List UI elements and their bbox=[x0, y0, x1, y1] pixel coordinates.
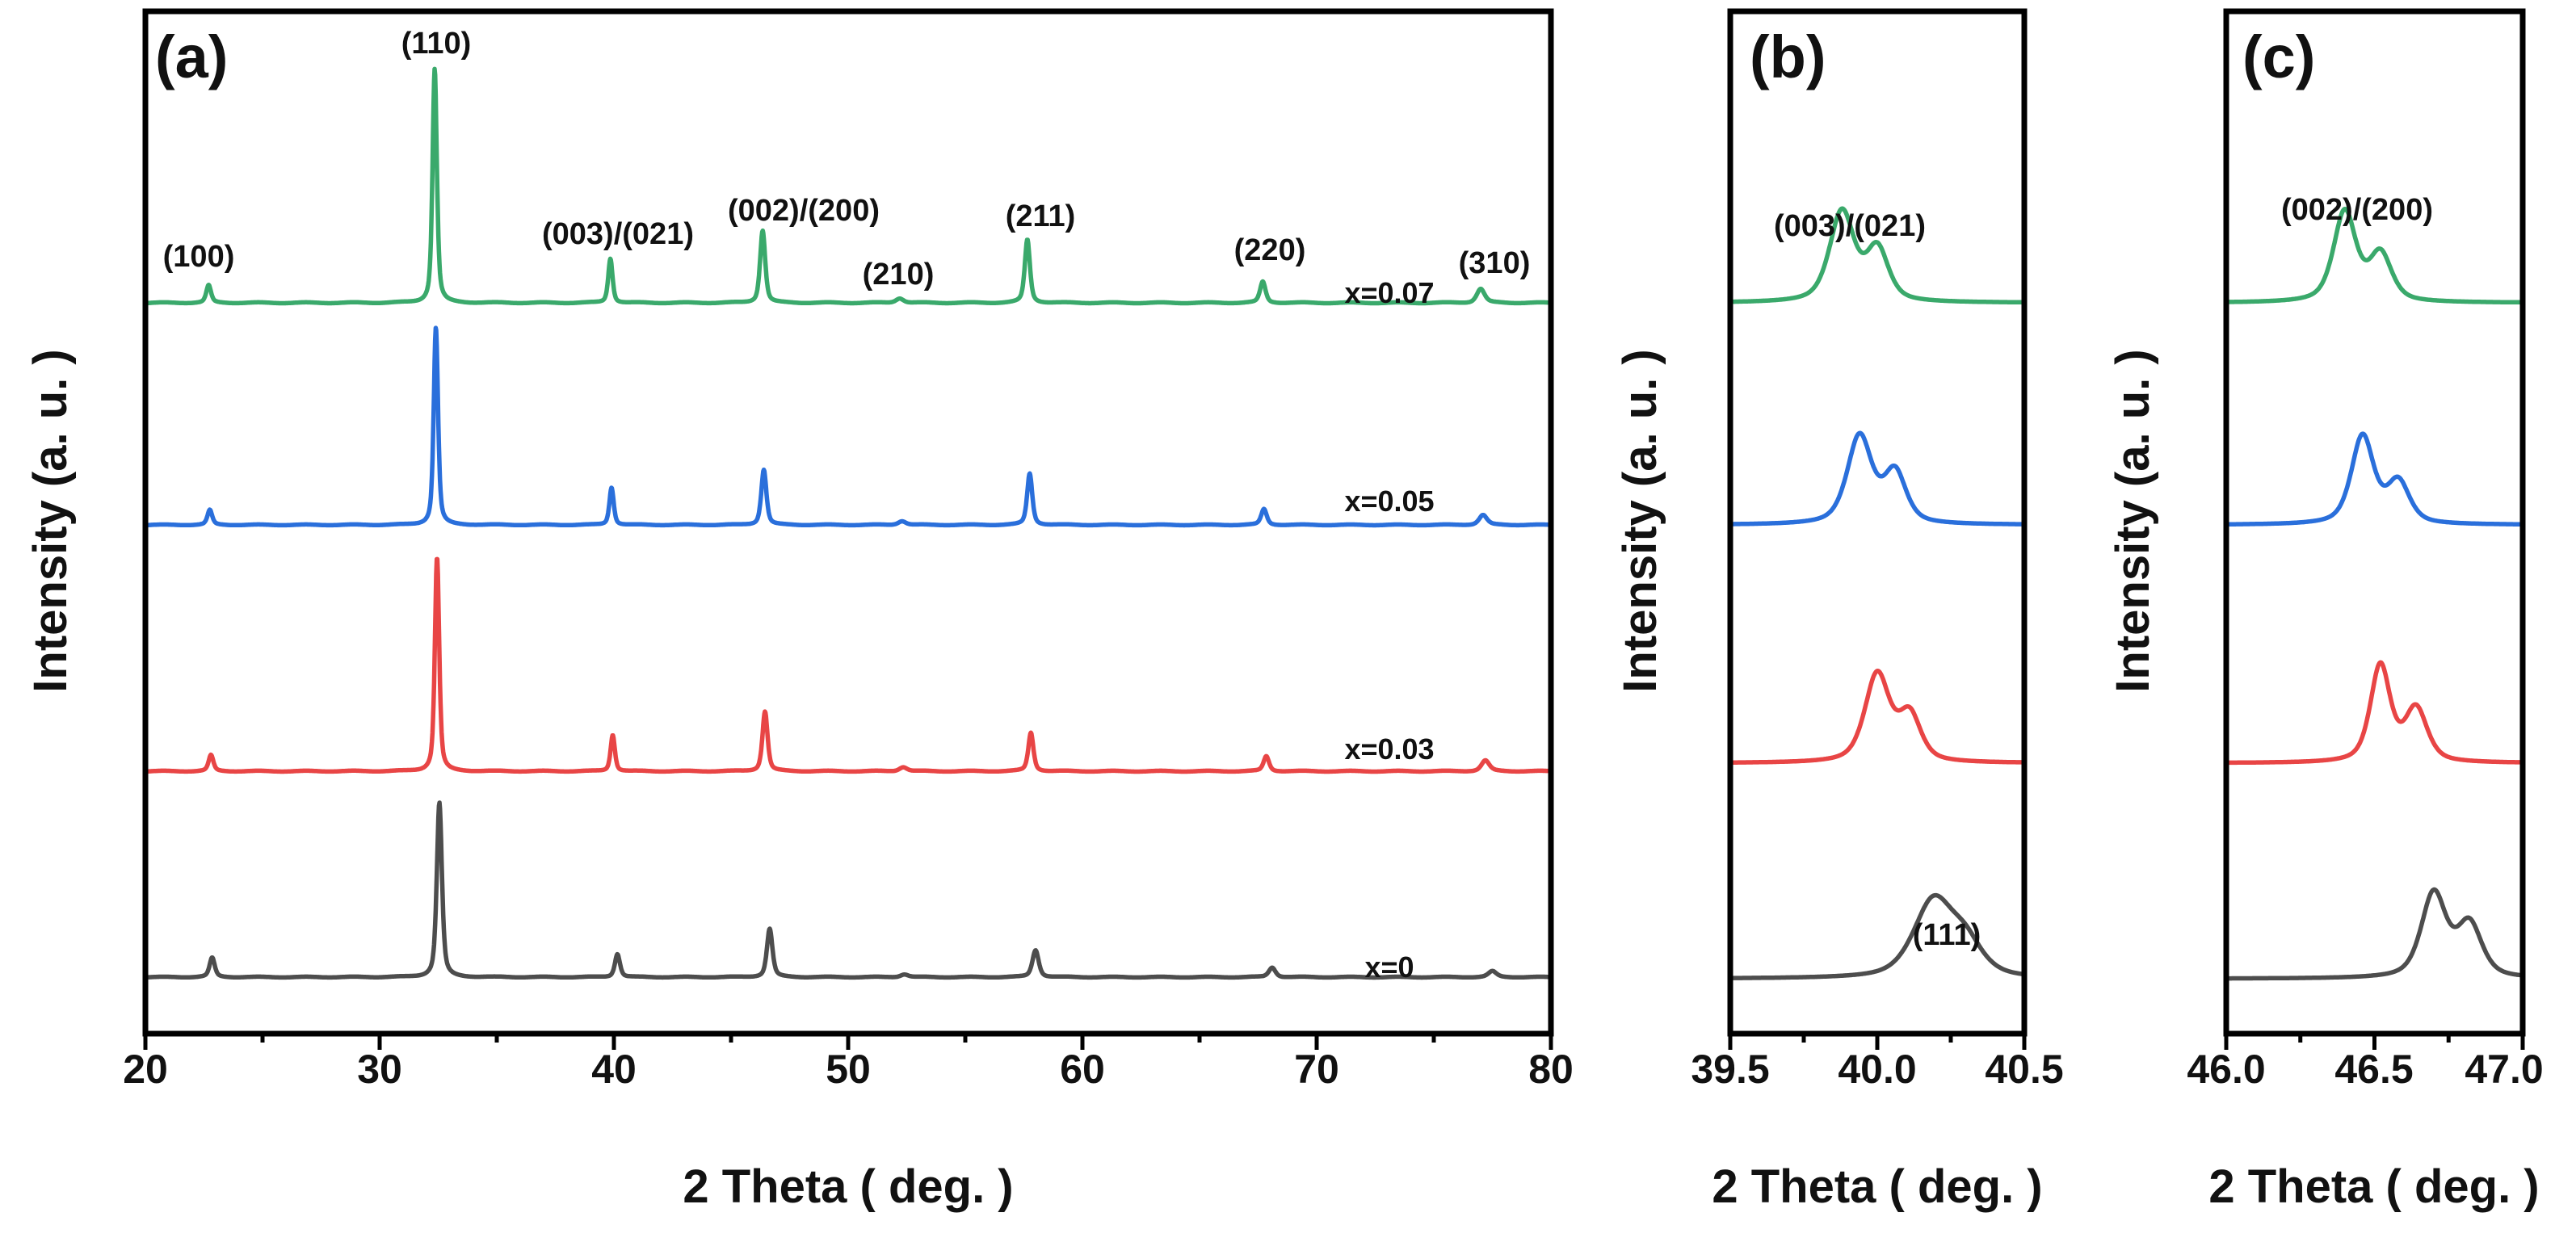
panel-a-peak-label-211: (211) bbox=[1006, 199, 1076, 233]
panel-a-peak-label-002-200: (002)/(200) bbox=[728, 194, 880, 228]
panel-b-label: (b) bbox=[1750, 23, 1826, 90]
panel-a-series-x003 bbox=[143, 556, 1553, 774]
panel-c-y-axis-label: Intensity (a. u. ) bbox=[2107, 349, 2159, 692]
series-label-x007: x=0.07 bbox=[1344, 276, 1434, 309]
panel-a-x-axis-label: 2 Theta ( deg. ) bbox=[683, 1160, 1013, 1213]
panel-b-curves bbox=[1728, 206, 2027, 980]
series-label-x003: x=0.03 bbox=[1344, 732, 1434, 766]
panel-c-ticks bbox=[2224, 1034, 2525, 1050]
panel-a-peak-label-003-021: (003)/(021) bbox=[542, 217, 694, 251]
panel-c-curves bbox=[2224, 206, 2525, 981]
panel-c-series-x007 bbox=[2224, 206, 2525, 305]
panel-b: (b) 39.5 40.0 40.5 2 Theta ( deg. ) Inte… bbox=[1614, 8, 2064, 1213]
panel-b-peak-label-003-021: (003)/(021) bbox=[1774, 209, 1926, 243]
panel-a: (a) 20 30 40 50 60 70 80 2 Theta ( deg. … bbox=[24, 8, 1574, 1213]
panel-a-peak-label-210: (210) bbox=[863, 258, 935, 292]
panel-c-series-x0 bbox=[2224, 887, 2525, 981]
panel-a-peak-label-100: (100) bbox=[163, 240, 235, 274]
panel-b-tick-label-40-0: 40.0 bbox=[1838, 1047, 1916, 1092]
panel-a-peak-label-110: (110) bbox=[401, 27, 472, 61]
panel-a-series-x007 bbox=[143, 66, 1553, 306]
panel-b-ticks bbox=[1728, 1034, 2027, 1050]
panel-c-x-axis-label: 2 Theta ( deg. ) bbox=[2208, 1160, 2539, 1213]
panel-c-tick-label-46-5: 46.5 bbox=[2334, 1047, 2413, 1092]
panel-a-tick-label-60: 60 bbox=[1060, 1047, 1105, 1092]
panel-a-series-x005 bbox=[143, 325, 1553, 528]
panel-a-tick-label-40: 40 bbox=[591, 1047, 637, 1092]
panel-a-tick-label-80: 80 bbox=[1528, 1047, 1574, 1092]
panel-b-series-x005 bbox=[1728, 430, 2027, 527]
panel-a-label: (a) bbox=[155, 23, 228, 90]
panel-c-peak-label-002-200: (002)/(200) bbox=[2281, 193, 2433, 227]
panel-b-series-x003 bbox=[1728, 669, 2027, 765]
panel-b-x-axis-label: 2 Theta ( deg. ) bbox=[1712, 1160, 2042, 1213]
panel-a-ticks bbox=[143, 1034, 1553, 1050]
panel-a-curves bbox=[143, 66, 1553, 980]
panel-a-series-x0 bbox=[143, 800, 1553, 980]
panel-c-series-x005 bbox=[2224, 431, 2525, 527]
panel-a-tick-label-70: 70 bbox=[1294, 1047, 1339, 1092]
panel-a-peak-label-310: (310) bbox=[1459, 246, 1531, 280]
panel-c-tick-label-46-0: 46.0 bbox=[2187, 1047, 2265, 1092]
panel-c-label: (c) bbox=[2242, 23, 2315, 90]
panel-a-peak-label-220: (220) bbox=[1234, 233, 1306, 267]
panel-b-series-x007 bbox=[1728, 206, 2027, 305]
panel-c: (c) 46.0 46.5 47.0 2 Theta ( deg. ) Inte… bbox=[2107, 8, 2544, 1213]
panel-c-series-x003 bbox=[2224, 660, 2525, 766]
series-label-x0: x=0 bbox=[1364, 950, 1414, 984]
panel-b-tick-label-39-5: 39.5 bbox=[1691, 1047, 1769, 1092]
panel-b-peak-label-111: (111) bbox=[1913, 918, 1981, 952]
panel-a-tick-label-30: 30 bbox=[357, 1047, 402, 1092]
series-label-x005: x=0.05 bbox=[1344, 485, 1434, 518]
panel-b-series-x0 bbox=[1728, 892, 2027, 980]
panel-a-tick-label-50: 50 bbox=[826, 1047, 871, 1092]
panel-a-y-axis-label: Intensity (a. u. ) bbox=[24, 349, 77, 692]
panel-a-tick-label-20: 20 bbox=[123, 1047, 168, 1092]
panel-c-tick-label-47-0: 47.0 bbox=[2465, 1047, 2543, 1092]
panel-b-tick-label-40-5: 40.5 bbox=[1985, 1047, 2063, 1092]
panel-b-y-axis-label: Intensity (a. u. ) bbox=[1614, 349, 1666, 692]
